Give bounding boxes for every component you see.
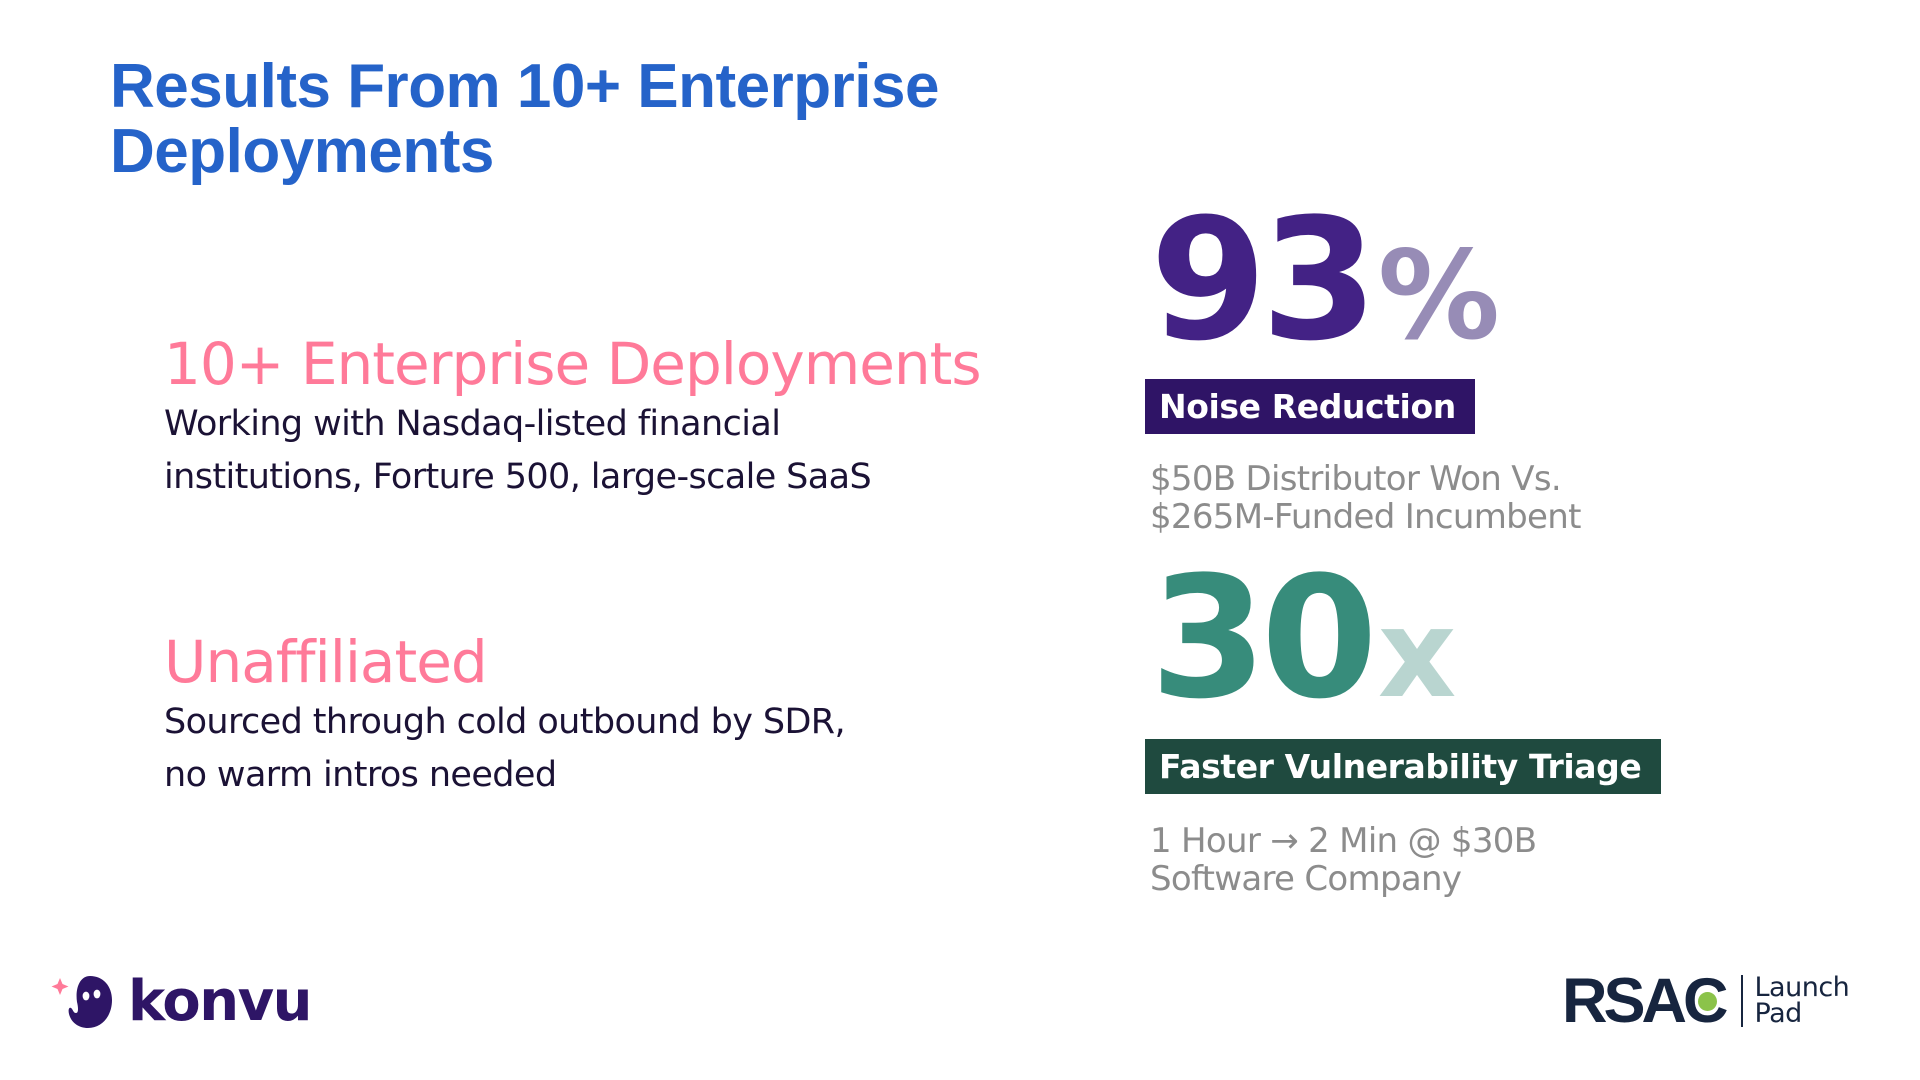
unaffiliated-description-line-1: Sourced through cold outbound by SDR, [164,702,846,742]
ghost-sparkle-icon [50,972,114,1032]
deployments-description: Working with Nasdaq-listed financial ins… [164,398,1064,504]
unaffiliated-heading: Unaffiliated [164,628,488,696]
unaffiliated-description-line-2: no warm intros needed [164,755,557,795]
percent-unit: % [1377,225,1501,367]
logo-divider [1740,975,1743,1027]
multiplier-unit: x [1377,583,1457,725]
launch-pad-label: Launch Pad [1754,972,1850,1029]
noise-reduction-description-line-2: $265M-Funded Incumbent [1150,497,1581,537]
launch-label: Launch [1754,972,1850,1003]
deployments-heading: 10+ Enterprise Deployments [164,330,982,398]
konvu-logo: konvu [50,969,312,1034]
deployments-block: 10+ Enterprise Deployments Working with … [164,330,1064,504]
triage-speed-description: 1 Hour → 2 Min @ $30B Software Company [1150,822,1710,898]
noise-reduction-number: 93 [1150,182,1378,378]
triage-speed-description-line-1: 1 Hour → 2 Min @ $30B [1150,821,1537,861]
noise-reduction-description-line-1: $50B Distributor Won Vs. [1150,459,1562,499]
noise-reduction-badge: Noise Reduction [1145,379,1475,434]
rsac-wordmark: RSAC [1562,970,1729,1033]
slide-title: Results From 10+ Enterprise Deployments [110,54,1110,184]
noise-reduction-description: $50B Distributor Won Vs. $265M-Funded In… [1150,460,1710,536]
deployments-description-line-1: Working with Nasdaq-listed financial [164,404,781,444]
slide-title-line-2: Deployments [110,117,494,186]
konvu-wordmark: konvu [128,969,312,1034]
triage-speed-stat-value: 30x [1150,554,1457,722]
noise-reduction-stat-value: 93% [1150,196,1500,364]
unaffiliated-description: Sourced through cold outbound by SDR, no… [164,696,1064,802]
rsac-green-dot-icon [1697,992,1717,1011]
triage-speed-number: 30 [1150,540,1378,736]
rsac-launch-pad-logo: RSAC Launch Pad [1562,970,1850,1033]
triage-speed-badge: Faster Vulnerability Triage [1145,739,1661,794]
unaffiliated-block: Unaffiliated Sourced through cold outbou… [164,628,1064,802]
slide-title-line-1: Results From 10+ Enterprise [110,52,939,121]
pad-label: Pad [1754,998,1803,1029]
triage-speed-description-line-2: Software Company [1150,859,1462,899]
deployments-description-line-2: institutions, Forture 500, large-scale S… [164,457,872,497]
